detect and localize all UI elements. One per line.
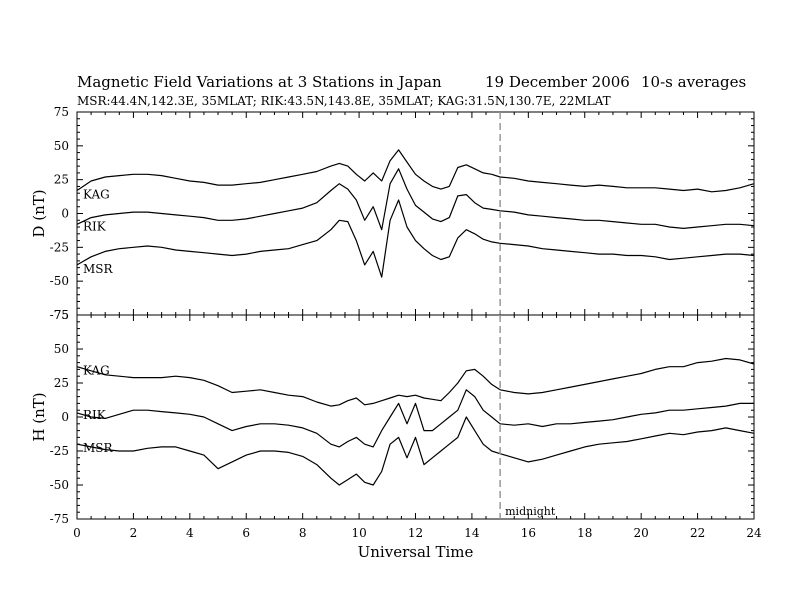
x-tick-label: 0 [73, 526, 81, 540]
series-label-kag-D: KAG [83, 187, 110, 201]
x-tick-label: 14 [464, 526, 480, 540]
y-tick-label-H: -50 [50, 478, 69, 492]
y-tick-label-D: 25 [54, 173, 69, 187]
x-tick-label: 10 [351, 526, 366, 540]
series-label-rik-D: RIK [83, 219, 107, 233]
y-axis-label-H: H (nT) [30, 392, 48, 441]
y-tick-label-H: -75 [50, 512, 69, 526]
y-tick-label-H: 0 [61, 410, 69, 424]
series-line-msr-D [76, 199, 755, 278]
chart-title: Magnetic Field Variations at 3 Stations … [77, 73, 442, 91]
y-tick-label-H: -25 [50, 444, 69, 458]
series-line-kag-H [76, 357, 755, 407]
x-axis-label: Universal Time [358, 543, 474, 561]
series-line-rik-H [76, 389, 754, 448]
x-tick-label: 8 [299, 526, 307, 540]
series-label-kag-H: KAG [83, 364, 110, 378]
y-tick-label-D: -25 [50, 240, 69, 254]
chart-averaging: 10-s averages [641, 73, 747, 91]
y-tick-label-D: 75 [54, 105, 69, 119]
station-info: MSR:44.4N,142.3E, 35MLAT; RIK:43.5N,143.… [77, 94, 611, 108]
series-label-msr-H: MSR [83, 441, 114, 455]
x-tick-label: 22 [690, 526, 705, 540]
x-tick-label: 4 [186, 526, 194, 540]
y-tick-label-D: -50 [50, 274, 69, 288]
x-tick-label: 18 [577, 526, 592, 540]
y-tick-label-H: 50 [54, 342, 69, 356]
series-line-msr-H [76, 416, 755, 486]
x-tick-label: 6 [242, 526, 250, 540]
series-line-kag-D [76, 149, 755, 193]
y-tick-label-D: -75 [50, 308, 69, 322]
x-tick-label: 12 [408, 526, 423, 540]
y-axis-label-D: D (nT) [30, 189, 48, 237]
series-label-msr-D: MSR [83, 262, 114, 276]
y-tick-label-H: 75 [54, 308, 69, 322]
midnight-label: midnight [505, 505, 556, 518]
y-tick-label-D: 50 [54, 139, 69, 153]
chart-date: 19 December 2006 [485, 73, 630, 91]
series-line-rik-D [76, 168, 755, 231]
panel-frame-D [76, 111, 755, 316]
x-tick-label: 24 [746, 526, 762, 540]
y-tick-label-D: 0 [61, 207, 69, 221]
panel-frame-H [76, 314, 755, 520]
x-tick-label: 16 [521, 526, 536, 540]
series-label-rik-H: RIK [83, 408, 107, 422]
x-tick-label: 20 [634, 526, 649, 540]
y-tick-label-H: 25 [54, 376, 69, 390]
x-tick-label: 2 [130, 526, 138, 540]
